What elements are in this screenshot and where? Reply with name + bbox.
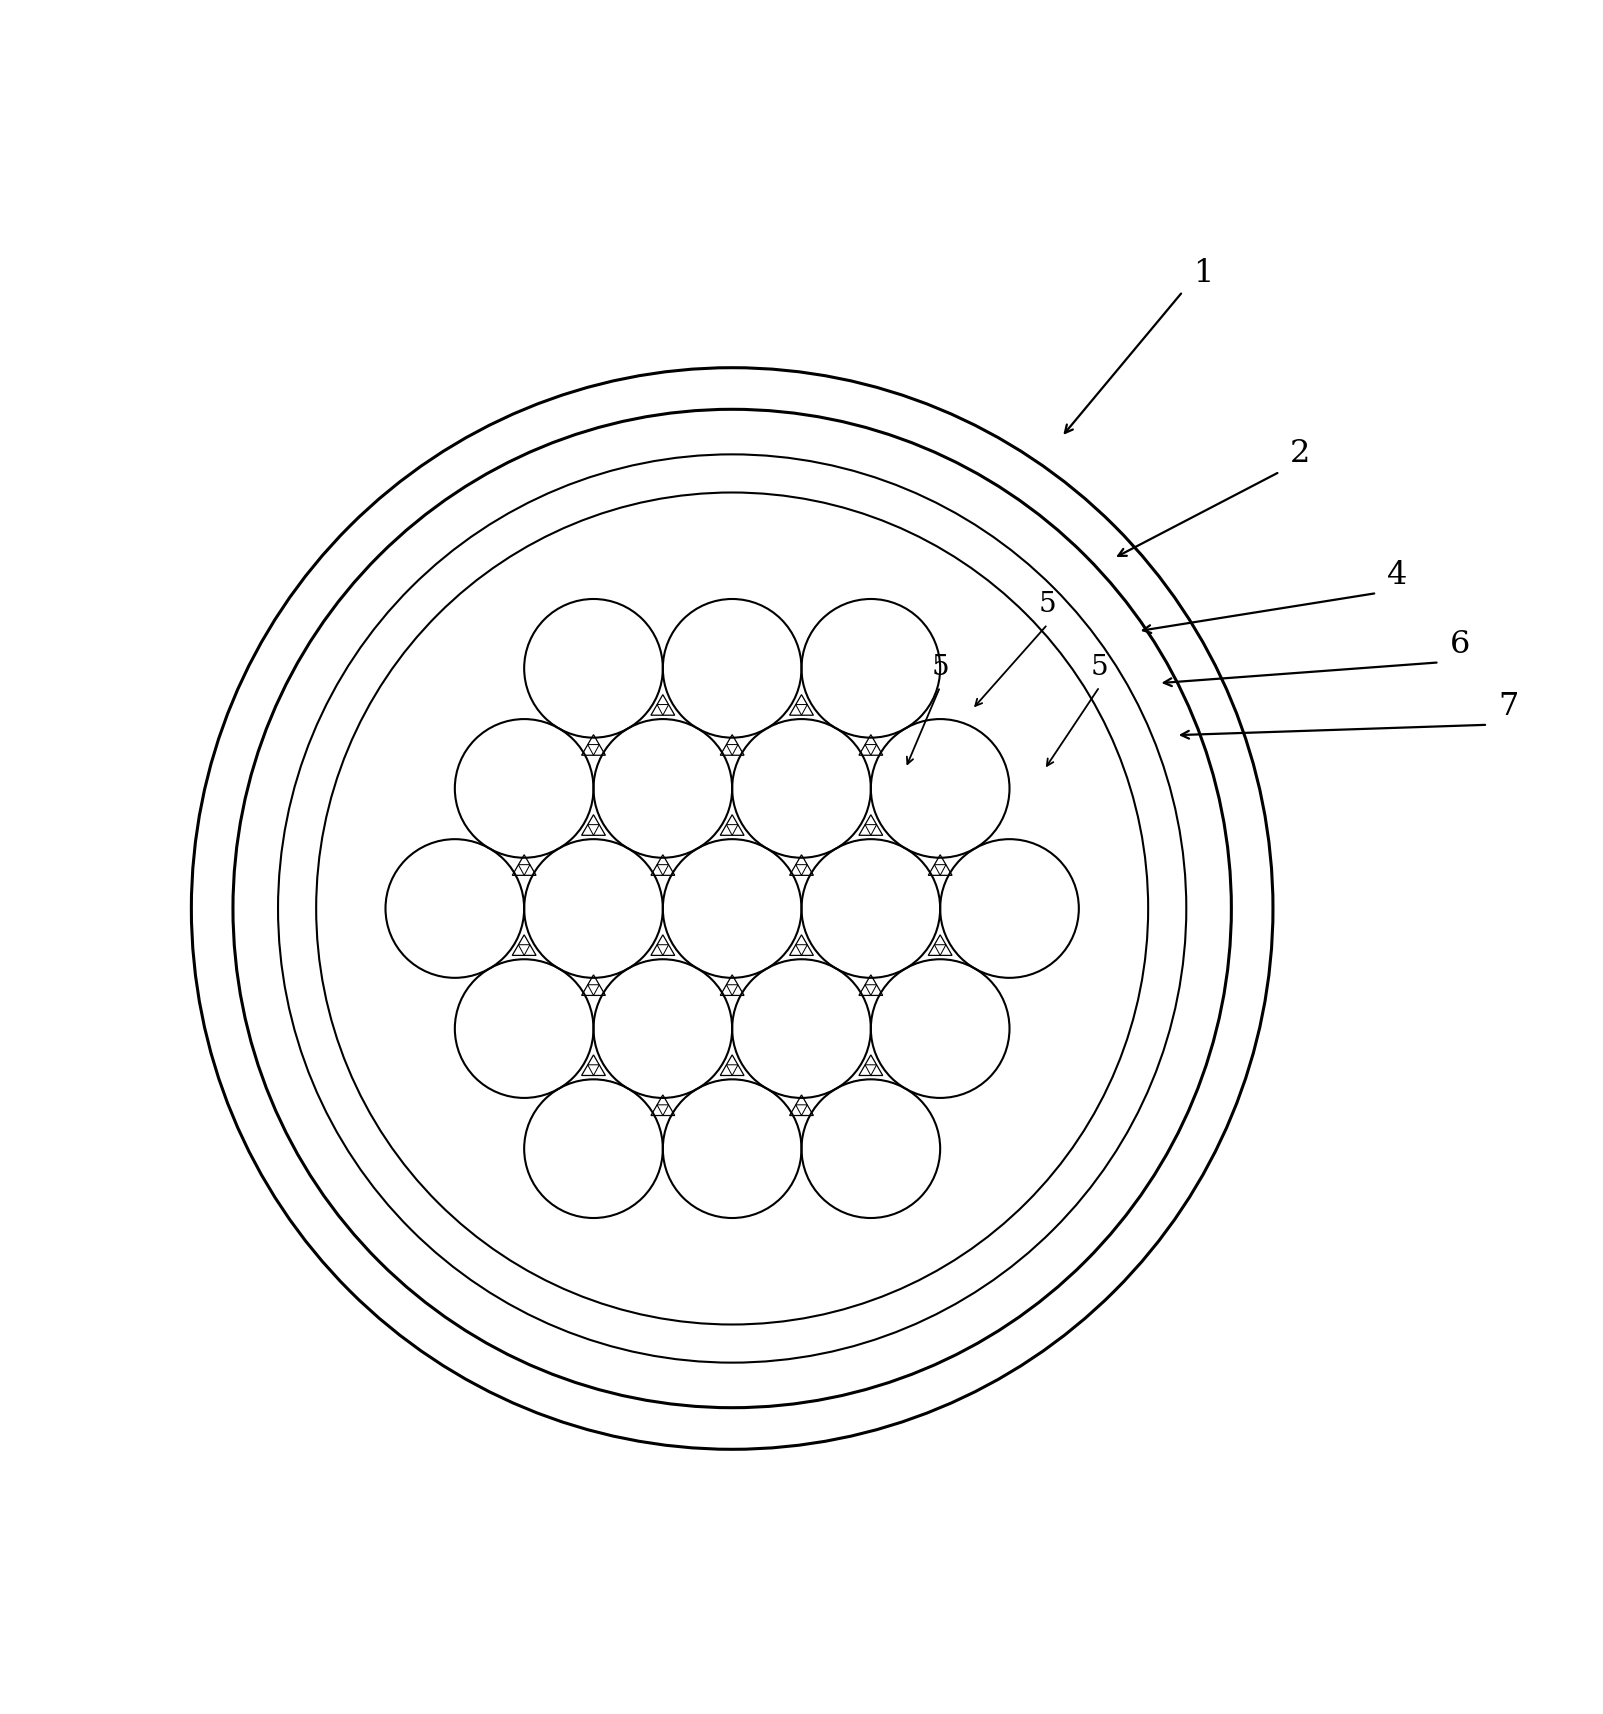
Text: 4: 4 (1387, 559, 1407, 590)
Text: 6: 6 (1449, 629, 1470, 660)
Text: 5: 5 (1090, 653, 1108, 680)
Text: 5: 5 (931, 653, 949, 680)
Text: 1: 1 (1193, 257, 1213, 288)
Text: 5: 5 (1039, 591, 1056, 619)
Text: 2: 2 (1290, 439, 1311, 470)
Text: 7: 7 (1499, 691, 1518, 722)
